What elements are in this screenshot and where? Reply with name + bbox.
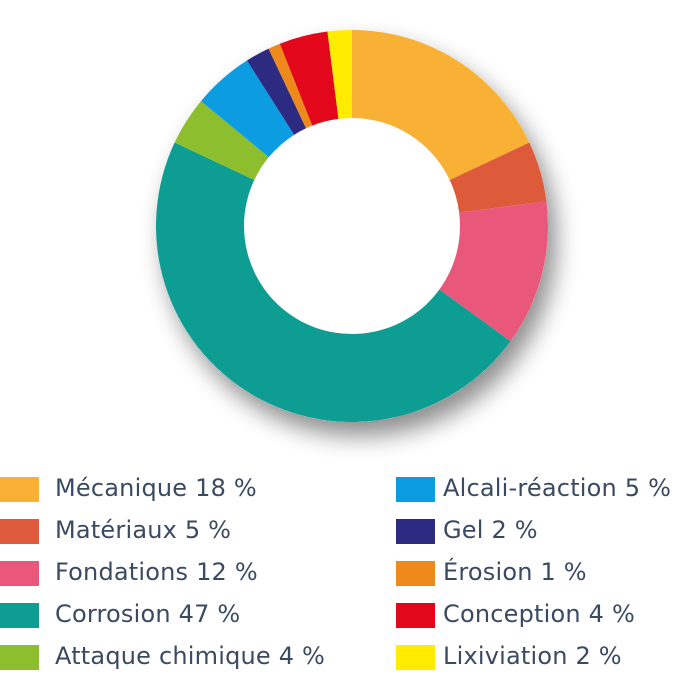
legend-label-materiaux: Matériaux 5 % — [55, 516, 232, 544]
legend-swatch-corrosion — [0, 603, 39, 628]
slice-attaque-chimique — [174, 101, 269, 181]
donut-chart — [156, 30, 548, 422]
slice-fondations — [439, 201, 548, 342]
legend-swatch-materiaux — [0, 519, 39, 544]
slice-conception — [279, 31, 339, 126]
legend-swatch-gel — [396, 519, 435, 544]
legend-label-erosion: Érosion 1 % — [443, 558, 587, 586]
legend-label-fondations: Fondations 12 % — [55, 558, 258, 586]
slice-corrosion — [156, 142, 511, 422]
legend: Mécanique 18 % Matériaux 5 % Fondations … — [0, 468, 691, 674]
legend-swatch-erosion — [396, 561, 435, 586]
legend-swatch-mecanique — [0, 477, 39, 502]
legend-label-lixiviation: Lixiviation 2 % — [443, 642, 622, 670]
legend-label-corrosion: Corrosion 47 % — [55, 600, 241, 628]
legend-label-gel: Gel 2 % — [443, 516, 538, 544]
legend-label-mecanique: Mécanique 18 % — [55, 474, 257, 502]
legend-swatch-fondations — [0, 561, 39, 586]
legend-swatch-attaque-chimique — [0, 645, 39, 670]
legend-label-conception: Conception 4 % — [443, 600, 635, 628]
donut-slices — [156, 30, 548, 422]
slice-erosion — [268, 43, 313, 129]
slice-gel — [246, 48, 307, 135]
legend-swatch-alcali-reaction — [396, 477, 435, 502]
legend-swatch-lixiviation — [396, 645, 435, 670]
legend-label-alcali-reaction: Alcali-réaction 5 % — [443, 474, 672, 502]
legend-label-attaque-chimique: Attaque chimique 4 % — [55, 642, 326, 670]
slice-materiaux — [449, 142, 547, 213]
slice-lixiviation — [327, 30, 352, 119]
slice-alcali-reaction — [200, 60, 295, 158]
legend-swatch-conception — [396, 603, 435, 628]
slice-mecanique — [352, 30, 530, 181]
